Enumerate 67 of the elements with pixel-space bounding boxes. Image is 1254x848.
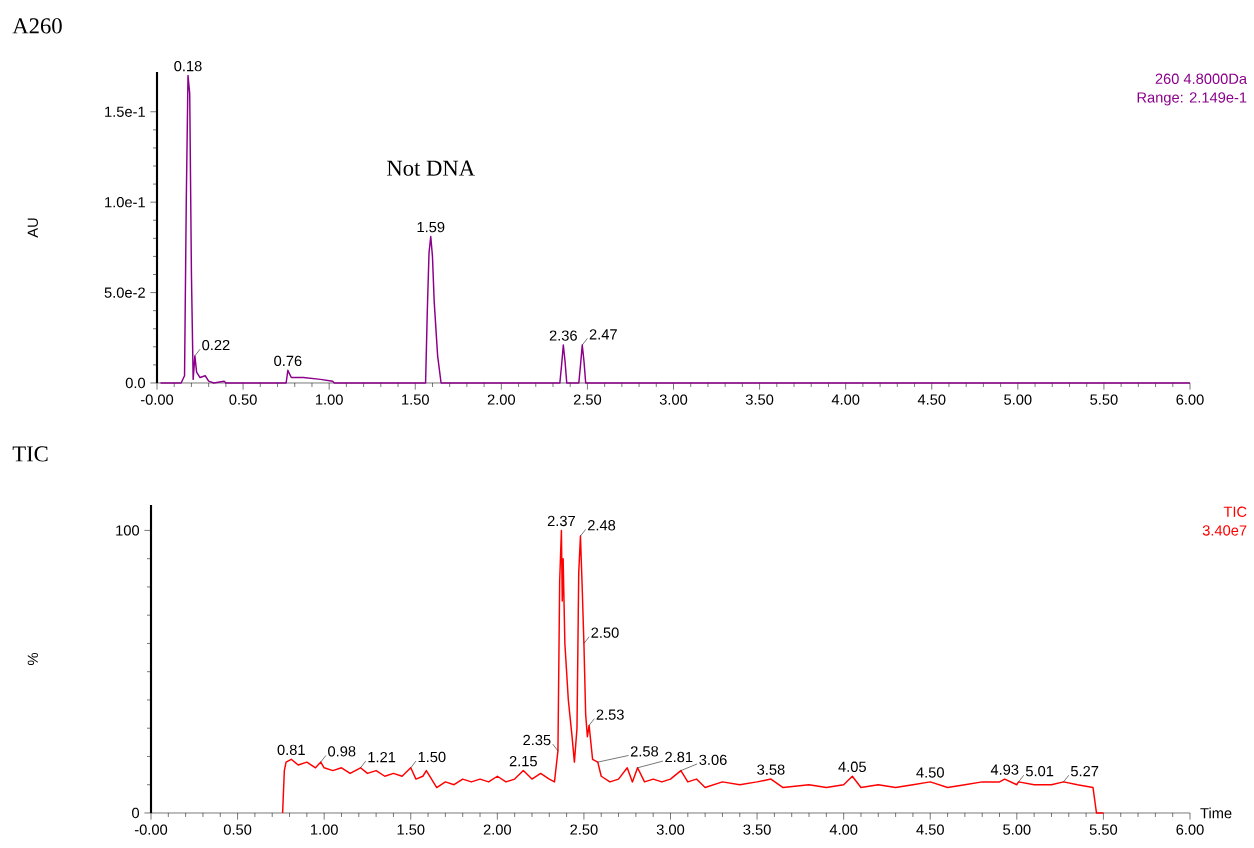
- chart-title: A260: [12, 18, 62, 34]
- annotation: 1.50: [418, 751, 446, 763]
- annotation: 0.98: [328, 746, 356, 757]
- annotation: 2.47: [589, 329, 617, 340]
- x-tick-label: 3.50: [743, 824, 771, 835]
- chart-title: TIC: [12, 446, 48, 462]
- annotation: 0.76: [274, 355, 302, 367]
- annotation: 2.37: [547, 515, 575, 527]
- annotation: 2.36: [549, 330, 577, 341]
- x-tick-label: 4.00: [829, 824, 858, 835]
- x-tick-label: 3.50: [745, 394, 774, 405]
- x-tick-label: 2.50: [570, 824, 598, 835]
- x-tick-label: -0.00: [134, 824, 168, 835]
- x-tick-label: 1.50: [397, 824, 425, 835]
- annotation: 2.48: [587, 520, 616, 531]
- annotation: 0.81: [277, 744, 305, 756]
- x-tick-label: 0.50: [229, 394, 257, 405]
- x-tick-label: 6.00: [1176, 394, 1204, 405]
- x-tick-label: 4.00: [831, 394, 860, 405]
- x-tick-label: 2.00: [483, 824, 512, 835]
- x-tick-label: 2.50: [573, 394, 602, 405]
- annotation: 3.58: [757, 764, 785, 775]
- x-axis-title: Time: [1200, 807, 1232, 819]
- annotation: 0.22: [202, 339, 230, 351]
- annotation: 5.27: [1070, 765, 1099, 777]
- x-tick-label: 3.00: [659, 394, 688, 405]
- annotation: 2.35: [523, 734, 551, 746]
- annotation: 4.05: [838, 761, 866, 772]
- y-axis-title: AU: [27, 218, 38, 238]
- annotation: 3.06: [699, 754, 727, 765]
- annotation: 2.81: [665, 751, 693, 763]
- annotation: 4.50: [916, 767, 944, 778]
- x-tick-label: 3.00: [656, 824, 685, 835]
- y-tick-label: 1.5e-1: [105, 106, 145, 117]
- x-tick-label: 0.50: [223, 824, 252, 835]
- annotation: 2.50: [591, 627, 619, 638]
- annotation: 2.15: [509, 755, 537, 767]
- x-tick-label: 4.50: [916, 824, 944, 835]
- annotation: Range: 2.149e-1: [1137, 92, 1247, 106]
- text: TIC: [1223, 506, 1247, 517]
- x-tick-label: 5.00: [1003, 824, 1031, 835]
- x-tick-label: 5.00: [1004, 394, 1032, 405]
- x-tick-label: 1.00: [311, 824, 338, 835]
- annotation: 2.53: [596, 709, 624, 720]
- x-tick-label: -0.00: [140, 394, 174, 405]
- annotation: Not DNA: [387, 160, 475, 176]
- y-tick-label: 0.0: [125, 377, 146, 389]
- y-tick-label: 5.0e-2: [104, 287, 145, 298]
- x-tick-label: 6.00: [1176, 824, 1204, 835]
- y-tick-label: 100: [116, 525, 140, 536]
- x-tick-label: 4.50: [917, 394, 946, 405]
- annotation: 5.01: [1025, 765, 1054, 777]
- annotation: 2.58: [630, 746, 659, 757]
- y-tick-label: 0: [132, 807, 140, 819]
- x-tick-label: 5.50: [1089, 824, 1118, 835]
- x-tick-label: 5.50: [1090, 394, 1118, 405]
- annotation: 1.21: [368, 751, 396, 763]
- x-tick-label: 2.00: [487, 394, 516, 405]
- annotation: 4.93: [990, 764, 1019, 775]
- annotation: 0.18: [174, 60, 202, 72]
- annotation: 260 4.8000Da: [1155, 73, 1248, 84]
- y-axis-title: %: [27, 653, 38, 665]
- x-tick-label: 1.00: [316, 394, 343, 405]
- x-tick-label: 1.50: [402, 394, 429, 405]
- y-tick-label: 1.0e-1: [105, 196, 145, 208]
- annotation: 1.59: [417, 221, 445, 233]
- text: 3.40e7: [1202, 525, 1247, 536]
